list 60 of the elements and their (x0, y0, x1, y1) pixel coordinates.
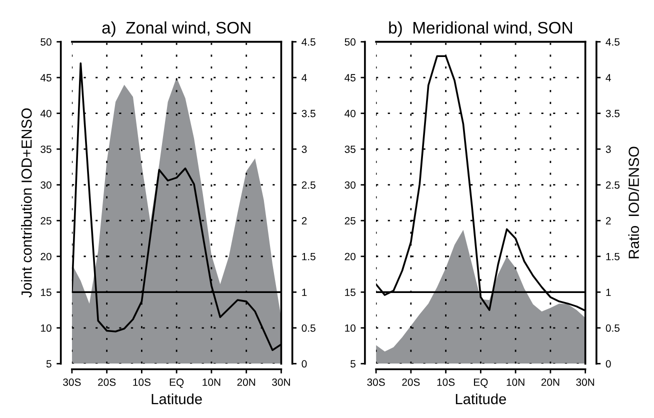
y2-tick-label: 4.5 (302, 38, 316, 46)
y2-tick-label: 0.5 (606, 324, 620, 332)
y2-tick-label: 4.5 (606, 38, 620, 46)
y-tick-label: 45 (40, 74, 52, 82)
y-tick-label: 5 (350, 360, 356, 368)
x-tick-label: 10S (437, 378, 455, 386)
y2-tick-label: 4 (606, 74, 611, 82)
x-axis-title: Latitude (152, 394, 202, 404)
x-tick-label: 30N (272, 378, 290, 386)
x-tick-label: 30S (367, 378, 385, 386)
x-tick-label: 10S (133, 378, 150, 386)
y2-tick-label: 2.5 (302, 181, 316, 189)
y2-tick-label: 1 (302, 288, 307, 296)
y-tick-label: 45 (344, 74, 356, 82)
x-tick-label: 20S (402, 378, 420, 386)
x-tick-label: EQ (474, 378, 488, 388)
y-tick-label: 15 (41, 288, 52, 296)
y-tick-label: 40 (40, 110, 52, 118)
y-tick-label: 35 (40, 146, 52, 153)
y-tick-label: 35 (344, 146, 356, 153)
y-tick-label: 5 (46, 360, 52, 368)
y2-tick-label: 1 (606, 288, 611, 296)
chart-title: a) Zonal wind, SON (102, 21, 250, 37)
y-axis-title: Joint contribution IOD+ENSO (21, 108, 32, 298)
y2-tick-label: 4 (302, 74, 307, 82)
y2-tick-label: 0.5 (302, 324, 316, 332)
y2-tick-label: 3 (606, 146, 611, 153)
y2-tick-label: 3.5 (606, 110, 620, 118)
y-tick-label: 30 (40, 181, 52, 189)
y-tick-label: 40 (344, 110, 356, 118)
x-tick-label: 10N (506, 378, 524, 386)
y-tick-label: 50 (344, 38, 356, 46)
y2-tick-label: 0 (606, 360, 611, 368)
x-tick-label: 10N (202, 378, 220, 386)
y2-tick-label: 0 (302, 360, 307, 368)
x-axis-title: Latitude (456, 394, 506, 404)
y2-tick-label: 1.5 (302, 252, 316, 260)
y-tick-label: 25 (344, 217, 356, 224)
y2-tick-label: 2 (606, 217, 611, 224)
x-tick-label: 20N (541, 378, 560, 386)
y-tick-label: 15 (345, 288, 356, 296)
y-tick-label: 10 (41, 324, 52, 332)
y-tick-label: 10 (345, 324, 356, 332)
x-tick-label: 20S (98, 378, 116, 386)
y2-tick-label: 2 (302, 217, 307, 224)
x-tick-label: 30S (63, 378, 81, 386)
chart-title: b) Meridional wind, SON (389, 21, 572, 37)
y2-tick-label: 3 (302, 146, 307, 153)
y-tick-label: 30 (344, 181, 356, 189)
y-tick-label: 20 (344, 252, 356, 260)
y2-tick-label: 2.5 (606, 181, 620, 189)
y-tick-label: 20 (40, 252, 52, 260)
y2-axis-title: Ratio IOD/ENSO (628, 146, 639, 258)
y2-tick-label: 1.5 (606, 252, 620, 260)
x-tick-label: 30N (576, 378, 594, 386)
y2-tick-label: 3.5 (302, 110, 316, 118)
y-tick-label: 50 (40, 38, 52, 46)
x-tick-label: EQ (170, 378, 184, 388)
x-tick-label: 20N (237, 378, 256, 386)
y-tick-label: 25 (40, 217, 52, 224)
